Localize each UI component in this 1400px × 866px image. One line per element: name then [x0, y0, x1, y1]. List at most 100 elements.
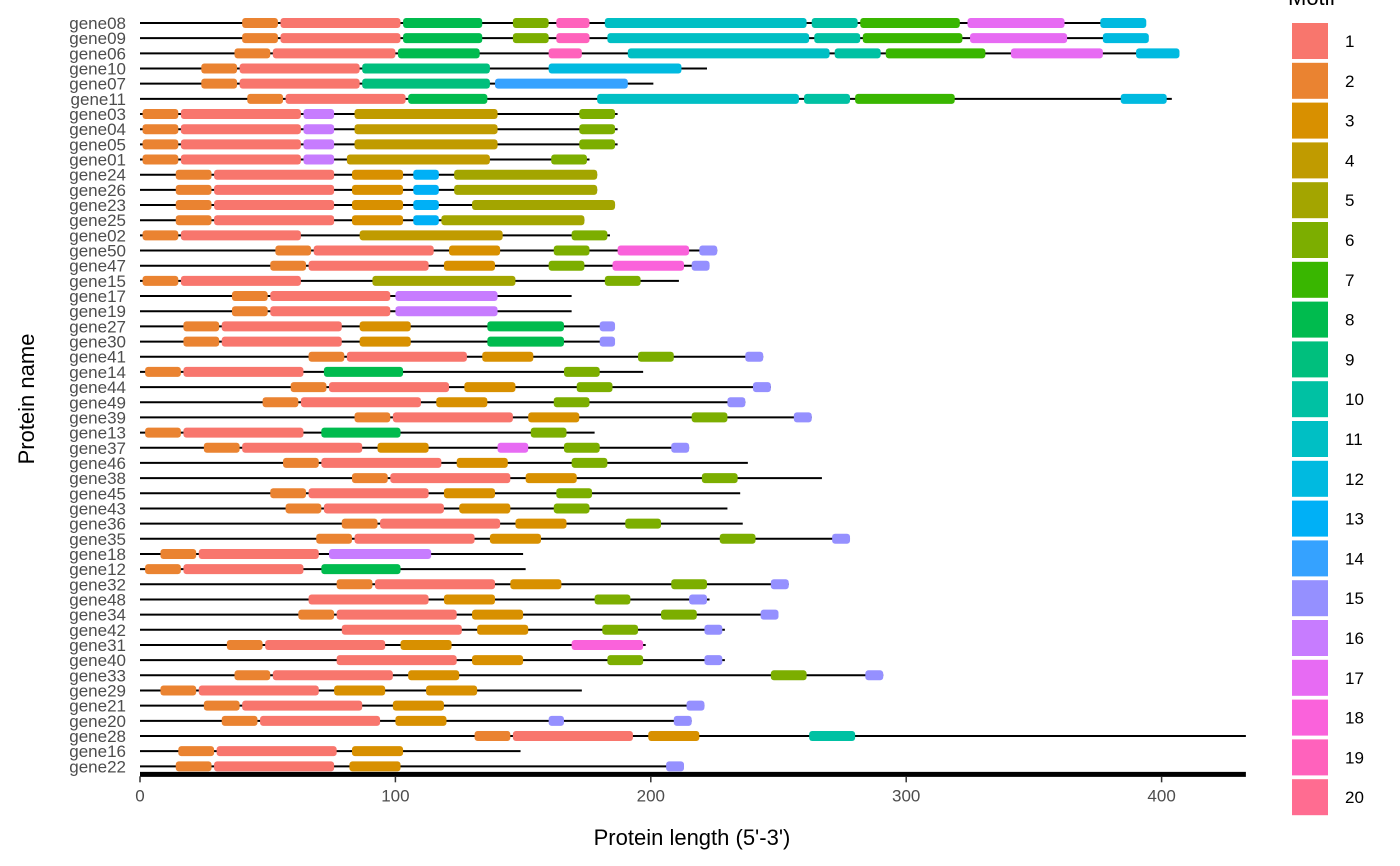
- gene-label-gene01: gene01: [69, 151, 126, 170]
- motif-bar-gene50-2: [449, 245, 501, 256]
- motif-bar-gene06-4: [627, 48, 830, 59]
- motif-bar-gene39-1: [392, 412, 513, 423]
- gene-label-gene30: gene30: [69, 333, 126, 352]
- motif-bar-gene08-0: [242, 18, 278, 28]
- motif-bar-gene35-2: [489, 533, 541, 544]
- motif-bar-gene26-0: [175, 184, 212, 195]
- motif-bar-gene46-3: [571, 457, 608, 468]
- legend-swatch-11: [1292, 421, 1328, 457]
- legend-swatch-7: [1292, 261, 1328, 298]
- motif-bar-gene25-2: [351, 215, 404, 226]
- motif-bar-gene41-4: [745, 351, 764, 362]
- gene-label-gene11: gene11: [71, 90, 126, 109]
- legend-swatch-18: [1292, 699, 1328, 736]
- gene-label-gene50: gene50: [69, 242, 126, 261]
- motif-bar-gene32-4: [770, 579, 789, 590]
- motif-bar-gene24-0: [175, 169, 212, 180]
- motif-bar-gene33-2: [408, 670, 460, 681]
- motif-bar-gene50-1: [313, 245, 434, 256]
- motif-bar-gene27-4: [599, 321, 616, 332]
- motif-bar-gene08-2: [403, 18, 483, 28]
- gene-label-gene42: gene42: [69, 621, 126, 640]
- motif-bar-gene44-2: [464, 382, 516, 393]
- legend-swatch-2: [1292, 62, 1328, 99]
- motif-bar-gene23-3: [413, 200, 439, 211]
- motif-bar-gene35-3: [719, 533, 756, 544]
- gene-label-gene43: gene43: [69, 499, 126, 518]
- motif-bar-gene07-1: [239, 78, 360, 89]
- motif-bar-gene43-0: [285, 503, 322, 514]
- motif-bar-gene08-9: [1100, 18, 1147, 28]
- motif-bar-gene10-1: [239, 63, 360, 74]
- motif-bar-gene09-4: [556, 33, 590, 44]
- motif-bar-gene35-1: [354, 533, 475, 544]
- motif-bar-gene11-5: [855, 93, 955, 104]
- legend-label-9: 9: [1345, 350, 1354, 369]
- motif-bar-gene39-4: [793, 412, 812, 423]
- motif-bar-gene26-2: [351, 184, 404, 195]
- motif-bar-gene31-0: [226, 639, 263, 650]
- motif-bar-gene27-0: [183, 321, 220, 332]
- legend-label-6: 6: [1345, 231, 1354, 250]
- motif-bar-gene24-3: [413, 169, 439, 180]
- legend-label-11: 11: [1345, 430, 1363, 449]
- motif-bar-gene36-2: [515, 518, 567, 529]
- motif-bar-gene06-8: [1136, 48, 1180, 59]
- motif-bar-gene30-4: [599, 336, 616, 347]
- motif-bar-gene22-3: [666, 761, 685, 772]
- gene-label-gene26: gene26: [69, 181, 126, 200]
- motif-bar-gene27-3: [487, 321, 564, 332]
- motif-bar-gene03-3: [354, 109, 498, 120]
- x-axis: 0 100 200 300 400: [135, 771, 1246, 805]
- motif-bar-gene30-1: [221, 336, 342, 347]
- motif-bar-gene22-1: [214, 761, 335, 772]
- motif-bar-gene42-1: [477, 624, 529, 635]
- motif-bar-gene34-2: [472, 609, 524, 620]
- legend-swatch-3: [1292, 102, 1328, 139]
- motif-bar-gene17-1: [270, 291, 391, 302]
- motif-bar-gene37-5: [671, 442, 690, 453]
- legend-swatch-16: [1292, 620, 1328, 656]
- legend-label-16: 16: [1345, 629, 1364, 648]
- motif-bar-gene42-0: [341, 624, 462, 635]
- motif-bar-gene21-2: [392, 700, 444, 711]
- legend-label-8: 8: [1345, 311, 1354, 330]
- motif-bar-gene50-3: [553, 245, 590, 256]
- legend-label-1: 1: [1345, 32, 1354, 51]
- gene-lines: [140, 22, 1246, 768]
- legend-label-5: 5: [1345, 191, 1354, 210]
- motif-bar-gene46-1: [321, 457, 442, 468]
- motif-bar-gene37-4: [563, 442, 600, 453]
- motif-bar-gene49-1: [300, 397, 421, 408]
- motif-bar-gene21-0: [203, 700, 240, 711]
- motif-bar-gene35-4: [832, 533, 851, 544]
- gene-label-gene39: gene39: [69, 408, 126, 427]
- motif-bar-gene24-4: [454, 169, 598, 180]
- motif-bar-gene30-2: [359, 336, 411, 347]
- motif-bar-gene12-2: [321, 564, 401, 575]
- gene-label-gene12: gene12: [69, 560, 126, 579]
- motif-bar-gene31-1: [265, 639, 386, 650]
- motif-bar-gene18-0: [160, 548, 197, 559]
- motif-bar-gene09-2: [403, 33, 483, 44]
- motif-bar-gene06-6: [885, 48, 986, 59]
- motif-bar-gene18-1: [198, 548, 319, 559]
- motif-bar-gene37-1: [242, 442, 363, 453]
- legend-swatch-1: [1292, 23, 1328, 59]
- x-tick-label-300: 300: [892, 786, 920, 805]
- motif-bar-gene22-2: [349, 761, 401, 772]
- motif-bar-gene42-2: [602, 624, 639, 635]
- motif-bar-gene16-1: [216, 746, 337, 757]
- gene-label-gene02: gene02: [69, 226, 126, 245]
- motif-bar-gene23-0: [175, 200, 212, 211]
- gene-label-gene41: gene41: [69, 348, 126, 367]
- gene-label-gene04: gene04: [69, 120, 126, 139]
- motif-bar-gene15-2: [372, 275, 516, 286]
- motif-bar-gene06-3: [548, 48, 582, 59]
- motif-bar-gene28-3: [809, 730, 856, 741]
- motif-bar-gene08-1: [280, 18, 401, 28]
- motif-bar-gene05-1: [180, 139, 301, 150]
- motif-bar-gene48-1: [443, 594, 496, 605]
- motif-bar-gene10-2: [362, 63, 490, 74]
